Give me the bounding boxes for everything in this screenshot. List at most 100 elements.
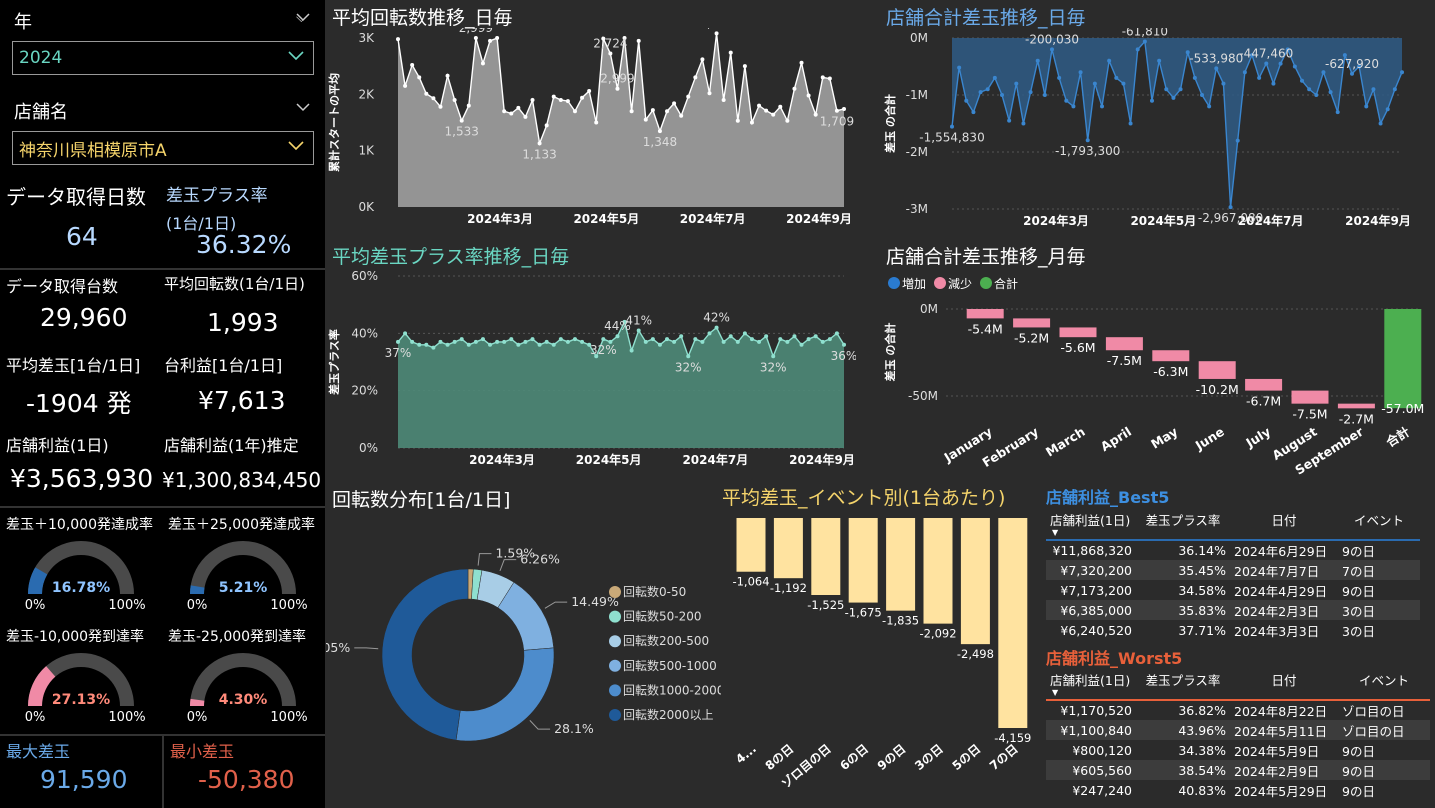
x-tick-label: 7の日 [987,742,1021,774]
data-point [764,334,769,339]
data-point [985,87,990,92]
x-tick-label: 2024年9月 [789,452,855,467]
data-label: -6.7M [1246,394,1281,409]
kpi-days-title: データ取得日数 [6,185,146,209]
data-label: 44% [604,319,631,333]
legend-label: 回転数500-1000 [623,658,717,673]
data-point [1264,61,1269,66]
data-point [806,93,811,98]
data-point [1150,98,1154,103]
monthly-waterfall-chart[interactable]: 増加 減少 合計差玉 の合計0M-50M-5.4MJanuary-5.2MFebru… [880,266,1430,480]
data-label: -1,554,830 [919,131,984,145]
gauge-1: 差玉＋25,000発達成率 5.21% 0% 100% [162,512,324,622]
column-header[interactable]: イベント [1338,668,1430,701]
event-bar [848,518,878,603]
spins-chart-title: 平均回転数推移_日毎 [332,7,513,29]
gauge-value: 16.78% [52,580,110,596]
plus-rate-area-chart[interactable]: 差玉プラス率 0% 20% 40% 60% 2024年3月 2024年5月 2024年7月 20… [326,266,856,476]
data-point [771,112,776,117]
table-row[interactable]: ¥7,320,200 35.45% 2024年7月7日 7の日 [1046,560,1420,580]
table-cell: ゾロ目の日 [1342,704,1405,719]
table-row[interactable]: ¥6,385,000 35.83% 2024年2月3日 3の日 [1046,600,1420,620]
data-point [537,141,542,146]
column-header[interactable]: 差玉プラス率 [1136,508,1230,541]
data-point [1228,205,1233,210]
column-header[interactable]: 日付 [1230,508,1338,541]
store-dropdown[interactable]: 神奈川県相模原市A [12,131,314,165]
waterfall-bar [1245,378,1283,391]
data-point [721,339,726,344]
worst5-title: 店舗利益_Worst5 [1046,649,1183,668]
sidebar: 年 ⌵ 2024 店舗名 神奈川県相模原市A データ取得日数 64 差玉プラス率… [0,0,325,808]
table-cell: 2024年3月3日 [1234,623,1320,639]
table-cell: 38.54% [1136,760,1230,780]
gauge-3: 差玉-25,000発到達率 4.30% 0% 100% [162,624,324,734]
event-bar [998,518,1028,728]
legend-marker [609,610,621,623]
spins-area-chart[interactable]: 累計スタートの平均 0K 1K 2K 3K 2024年3月 2024年5月 2024年7月 20… [326,28,856,233]
data-point [665,337,670,342]
year-dropdown-value: 2024 [19,48,63,68]
data-point [1135,47,1140,52]
data-point [1271,81,1276,86]
data-point [551,94,556,99]
data-label: -1,675 [845,606,882,620]
column-header[interactable]: 差玉プラス率 [1136,668,1230,701]
table-cell: ¥11,868,320 [1052,543,1132,558]
data-point [473,36,478,41]
data-point [707,91,712,96]
leader-line [529,720,551,730]
data-point [622,319,627,324]
data-point [1035,58,1040,63]
data-point [1185,50,1190,55]
sort-descending-icon[interactable]: ▼ [1052,688,1059,697]
data-point [1107,58,1112,63]
column-header[interactable]: 店舗利益(1日) ▼ [1046,668,1136,701]
table-cell: ¥605,560 [1046,760,1136,780]
table-row[interactable]: ¥7,173,200 34.58% 2024年4月29日 9の日 [1046,580,1420,600]
store-collapse-chevron-icon[interactable] [296,103,310,113]
donut-slice [455,647,555,742]
kpi-avg-spins-value: 1,993 [207,308,279,337]
data-point [594,120,599,125]
data-point [1257,75,1262,80]
table-cell: 2024年5月29日 [1234,783,1328,799]
table-cell: 2024年2月3日 [1230,600,1338,620]
gauge-max: 100% [270,598,307,613]
data-label: 1,348 [643,135,677,149]
data-point [820,339,825,344]
table-cell: ¥7,173,200 [1060,582,1132,598]
data-point [1171,95,1176,100]
plus-rate-chart-title: 平均差玉プラス率推移_日毎 [332,246,570,268]
spins-distribution-donut-chart[interactable]: 1.59%6.26% 14.49% 28.1% 47.05% 回転数0-50 回転数50-… [326,510,721,800]
data-point [1064,98,1069,103]
data-point [1335,110,1340,115]
data-point [530,97,535,102]
table-row[interactable]: ¥1,100,840 43.96% 2024年5月11日 ゾロ目の日 [1046,720,1430,740]
column-header[interactable]: イベント [1338,508,1420,541]
table-row[interactable]: ¥6,240,520 37.71% 2024年3月3日 3の日 [1046,620,1420,640]
sort-descending-icon[interactable]: ▼ [1052,528,1059,537]
data-point [735,118,740,123]
table-row[interactable]: ¥800,120 34.38% 2024年5月9日 9の日 [1046,740,1430,760]
data-label: -1,793,300 [1055,144,1120,158]
kpi-profit-per-value: ¥7,613 [198,386,286,415]
gauge-value: 4.30% [219,692,268,708]
data-point [757,103,762,108]
y-tick-label: -50M [908,389,938,403]
year-dropdown[interactable]: 2024 [12,41,314,75]
table-row[interactable]: ¥247,240 40.83% 2024年5月29日 9の日 [1046,780,1430,800]
event-bar [811,518,841,596]
table-row[interactable]: ¥605,560 38.54% 2024年2月9日 9の日 [1046,760,1430,780]
store-diff-area-chart[interactable]: 差玉 の合計 -3M -2M -1M 0M 2024年3月 2024年5月 2024年7月 20… [880,28,1425,233]
data-point [778,104,783,109]
data-point [509,111,514,116]
table-row[interactable]: ¥11,868,320 36.14% 2024年6月29日 9の日 [1046,540,1420,560]
data-label: -447,460 [1239,47,1293,61]
divider [162,736,164,808]
column-header[interactable]: 店舗利益(1日) ▼ [1046,508,1136,541]
table-row[interactable]: ¥1,170,520 36.82% 2024年8月22日 ゾロ目の日 [1046,700,1430,720]
event-bar-chart[interactable]: -1,0644...-1,1928の日-1,525ゾロ目の日-1,6756の日-… [722,510,1040,805]
table-cell: 35.45% [1136,560,1230,580]
column-header[interactable]: 日付 [1230,668,1338,701]
